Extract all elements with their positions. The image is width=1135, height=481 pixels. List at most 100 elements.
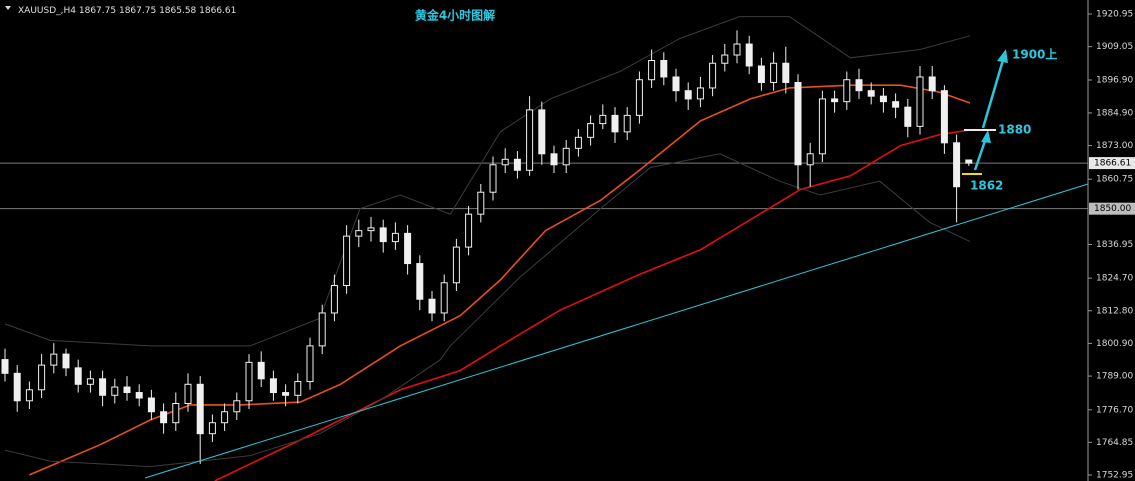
candle-body (391, 232, 399, 243)
indicator-line (4, 16, 971, 347)
candle-body (538, 109, 546, 155)
candle-body (440, 282, 448, 314)
candle-body (367, 227, 375, 232)
candle-body (782, 62, 790, 83)
price-label-box (1089, 157, 1135, 170)
candle-body (172, 403, 180, 424)
candle-body (721, 54, 729, 64)
candle-body (745, 43, 753, 67)
candle-body (794, 81, 802, 166)
candle-body (160, 411, 168, 424)
y-tick-label: 1800.90 (1096, 339, 1133, 349)
arrow-up-2 (981, 59, 1005, 129)
menu-icon (5, 6, 11, 10)
header-high: 1867.75 (119, 6, 156, 16)
candle-body (318, 312, 326, 347)
candle-body (940, 90, 948, 144)
arrow-head-2 (997, 49, 1008, 63)
annotation: 1880 (998, 123, 1031, 137)
candle-body (111, 386, 119, 396)
candle-body (635, 79, 643, 116)
candle-body (221, 411, 229, 424)
candle-body (269, 378, 277, 394)
candle-body (526, 109, 534, 171)
candle-body (818, 98, 826, 155)
candle-body (611, 114, 619, 133)
candle-body (465, 213, 473, 248)
candle-body (50, 353, 58, 366)
candle-body (25, 389, 33, 402)
candle-body (696, 87, 704, 100)
y-tick-label: 1776.70 (1096, 405, 1133, 415)
candle-body (257, 361, 265, 380)
candle-body (904, 106, 912, 127)
candle-body (587, 123, 595, 138)
candle-body (379, 227, 387, 243)
y-tick-label: 1752.95 (1096, 470, 1133, 480)
candle-body (709, 62, 717, 89)
candle-body (648, 60, 656, 81)
candle-body (294, 381, 302, 396)
chart-title: 黄金4小时图解 (415, 8, 495, 23)
candle-body (1, 359, 9, 374)
price-label-box (1089, 202, 1135, 215)
y-tick-label: 1824.70 (1096, 274, 1133, 284)
arrow-up-1 (973, 137, 988, 171)
candle-body (428, 298, 436, 314)
candle-body (928, 76, 936, 92)
y-tick-label: 1836.95 (1096, 240, 1133, 250)
plot-area (0, 16, 1088, 481)
candle-body (343, 235, 351, 287)
candle-body (879, 95, 887, 103)
arrow-head-1 (981, 130, 991, 143)
candle-body (660, 60, 668, 78)
price-label: 1866.61 (1094, 159, 1131, 169)
header: XAUUSD_,H4 1867.75 1867.75 1865.58 1866.… (18, 6, 236, 16)
annotation: 1862 (970, 179, 1003, 193)
candle-body (62, 353, 70, 369)
candle-body (123, 386, 131, 394)
candle-body (184, 383, 192, 405)
candle-body (843, 79, 851, 103)
candle-body (99, 378, 107, 396)
candle-body (672, 76, 680, 92)
arrows (962, 49, 1008, 175)
header-close: 1866.61 (199, 6, 236, 16)
candle-body (513, 158, 521, 171)
indicator-line (214, 129, 971, 481)
candle-body (282, 392, 290, 396)
header-low: 1865.58 (159, 6, 196, 16)
candle-body (208, 422, 216, 435)
candle-body (684, 90, 692, 100)
candle-body (953, 142, 961, 188)
candle-body (233, 400, 241, 413)
candle-body (770, 62, 778, 83)
price-label: 1850.00 (1094, 204, 1131, 214)
candle-body (623, 114, 631, 133)
y-tick-label: 1920.95 (1096, 9, 1133, 19)
candle-body (452, 246, 460, 284)
candle-body (196, 383, 204, 435)
candle-body (13, 372, 21, 402)
candle-body (562, 147, 570, 166)
candle-body (147, 397, 155, 413)
y-tick-label: 1860.75 (1096, 175, 1133, 185)
candle-body (733, 43, 741, 56)
candle-body (245, 361, 253, 402)
candle-body (550, 153, 558, 166)
candle-body (355, 230, 363, 237)
candle-body (916, 76, 924, 127)
candle-body (86, 378, 94, 385)
candle-body (867, 90, 875, 97)
candle-body (892, 101, 900, 108)
y-tick-label: 1789.00 (1096, 372, 1133, 382)
candle-body (306, 345, 314, 383)
candle-body (135, 392, 143, 399)
candle-body (757, 65, 765, 83)
candle-body (477, 191, 485, 215)
symbol: XAUUSD_,H4 (18, 6, 76, 16)
y-tick-label: 1812.80 (1096, 306, 1133, 316)
